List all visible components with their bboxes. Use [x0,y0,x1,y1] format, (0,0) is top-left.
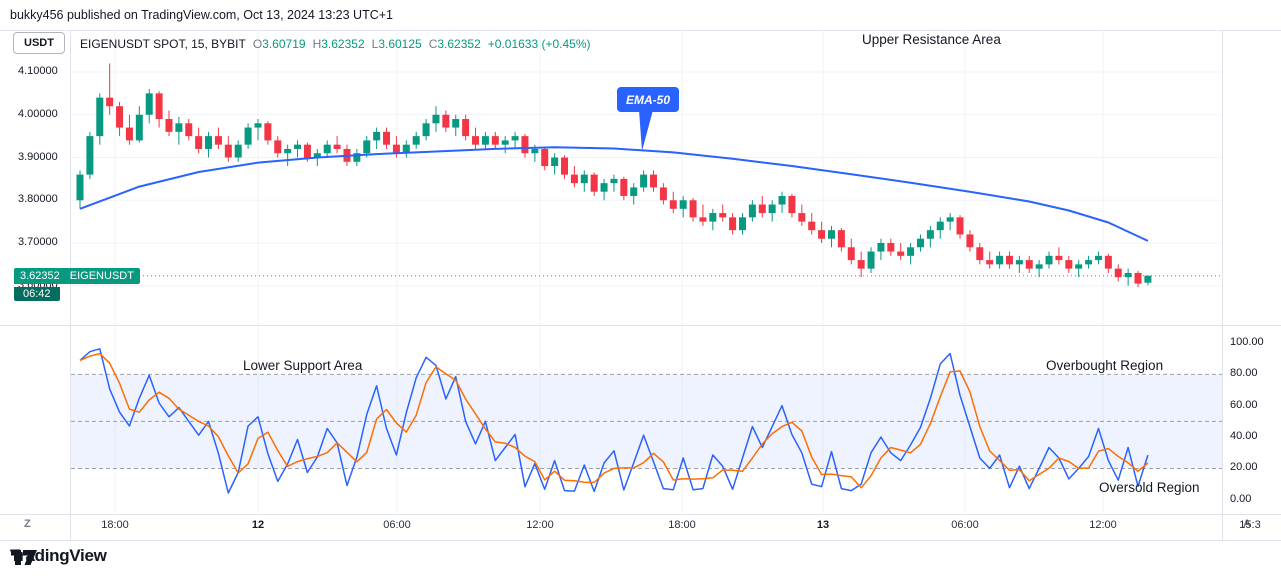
time-axis-label: 15:3 [1239,519,1261,531]
indicator-axis-label: 20.00 [1230,461,1258,474]
stoch-d-line[interactable] [79,352,1149,489]
bar-countdown: 06:42 [14,287,60,301]
ema-callout-pointer [639,110,653,151]
last-price-symbol: EIGENUSDT [69,270,134,282]
high-label: H [312,37,322,51]
price-axis-label: 4.10000 [18,65,58,77]
autoscale-button[interactable]: A [1243,518,1251,530]
open-label: O [252,37,263,51]
chart-top-border [0,30,1281,31]
price-chart-pane[interactable] [71,30,1222,325]
pane-separator[interactable] [0,325,1281,326]
indicator-axis-label: 40.00 [1230,430,1258,443]
oversold-annotation[interactable]: Oversold Region [1099,480,1200,495]
stochastic-pane[interactable] [71,326,1222,515]
lower-support-annotation[interactable]: Lower Support Area [243,358,363,373]
upper-resistance-annotation[interactable]: Upper Resistance Area [862,32,1001,47]
symbol-title[interactable]: EIGENUSDT SPOT, 15, BYBIT [80,37,246,51]
high-value: 3.62352 [321,37,365,51]
time-axis-top-border [0,514,1281,515]
time-axis-bottom-border [0,540,1281,541]
tradingview-logo-icon [11,550,37,565]
low-value: 3.60125 [378,37,422,51]
price-axis-label: 3.90000 [18,150,58,163]
ema50-callout[interactable]: EMA-50 [617,87,679,112]
close-label: C [428,37,438,51]
price-axis-label: 3.70000 [18,236,58,248]
indicator-axis-border [1222,30,1223,540]
overbought-annotation[interactable]: Overbought Region [1046,358,1164,373]
indicator-axis-label: 60.00 [1230,398,1258,411]
indicator-axis-label: 80.00 [1230,367,1258,380]
ema-line[interactable] [79,146,1149,242]
time-axis-label: 18:00 [668,519,696,531]
price-axis-label: 4.00000 [18,107,58,120]
time-axis-label: 06:00 [383,519,411,531]
time-axis-label: 13 [816,519,830,531]
indicator-axis-label: 0.00 [1230,492,1252,505]
price-axis-border [70,30,71,540]
low-label: L [371,37,379,51]
symbol-legend: EIGENUSDT SPOT, 15, BYBIT O3.60719 H3.6235… [80,37,591,51]
timezone-button[interactable]: Z [24,518,31,530]
stoch-k-line[interactable] [79,348,1149,494]
close-value: 3.62352 [437,37,481,51]
tradingview-footer-logo[interactable]: TradingView [10,546,107,566]
time-axis-label: 06:00 [951,519,979,531]
ema50-callout-label: EMA-50 [625,92,670,107]
price-axis-label: 3.80000 [18,193,58,206]
open-value: 3.60719 [262,37,306,51]
published-byline: bukky456 published on TradingView.com, O… [10,8,393,22]
time-axis-label: 12:00 [1089,519,1117,531]
last-price-label: 3.62352 EIGENUSDT 06:42 [14,268,140,302]
last-price-value: 3.62352 [20,270,60,282]
candlestick-series[interactable] [76,63,1152,288]
change-value: +0.01633 (+0.45%) [487,37,591,51]
indicator-axis-label: 100.00 [1230,336,1264,348]
currency-toggle-button[interactable]: USDT [13,32,65,54]
time-axis-label: 12 [251,519,265,531]
time-axis-label: 12:00 [526,519,554,531]
time-axis-label: 18:00 [101,519,129,531]
